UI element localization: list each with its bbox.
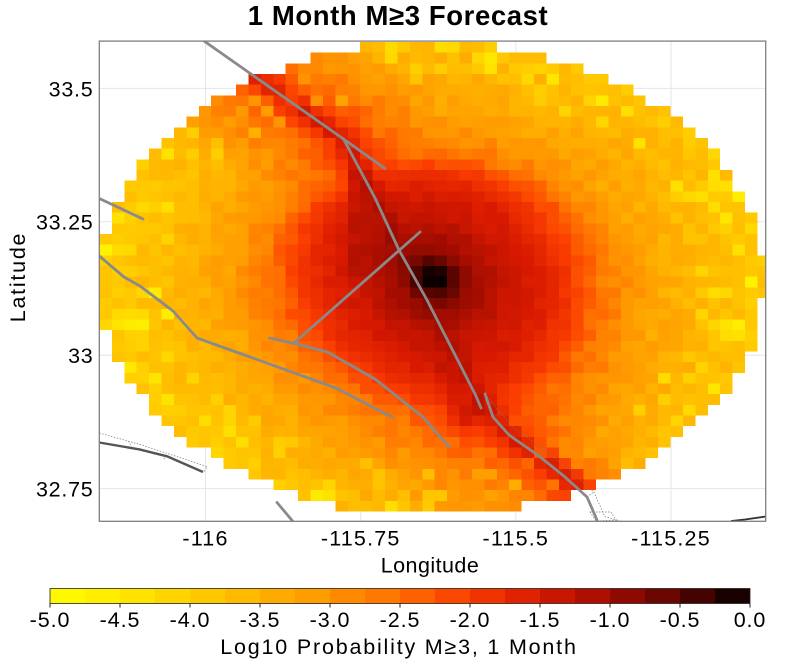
svg-text:-115.75: -115.75 — [321, 527, 401, 551]
svg-text:-116: -116 — [182, 527, 228, 551]
svg-text:Log10 Probability M≥3, 1 Month: Log10 Probability M≥3, 1 Month — [220, 635, 577, 659]
svg-text:-115.5: -115.5 — [483, 527, 550, 551]
svg-text:-1.0: -1.0 — [590, 608, 631, 632]
svg-text:-2.0: -2.0 — [450, 608, 491, 632]
svg-text:-3.0: -3.0 — [310, 608, 351, 632]
svg-text:1 Month M≥3 Forecast: 1 Month M≥3 Forecast — [248, 0, 549, 31]
svg-text:-2.5: -2.5 — [380, 608, 421, 632]
svg-text:-3.5: -3.5 — [240, 608, 281, 632]
svg-text:Longitude: Longitude — [381, 554, 480, 578]
svg-text:Latitude: Latitude — [6, 232, 30, 323]
svg-text:-4.0: -4.0 — [170, 608, 211, 632]
svg-text:-5.0: -5.0 — [30, 608, 71, 632]
svg-text:-1.5: -1.5 — [520, 608, 561, 632]
svg-text:-0.5: -0.5 — [660, 608, 701, 632]
svg-text:33.25: 33.25 — [36, 211, 94, 235]
svg-text:33: 33 — [68, 344, 93, 368]
svg-text:-115.25: -115.25 — [631, 527, 711, 551]
svg-text:33.5: 33.5 — [49, 77, 94, 101]
svg-text:32.75: 32.75 — [36, 478, 94, 502]
svg-text:-4.5: -4.5 — [100, 608, 141, 632]
svg-text:0.0: 0.0 — [734, 608, 767, 632]
